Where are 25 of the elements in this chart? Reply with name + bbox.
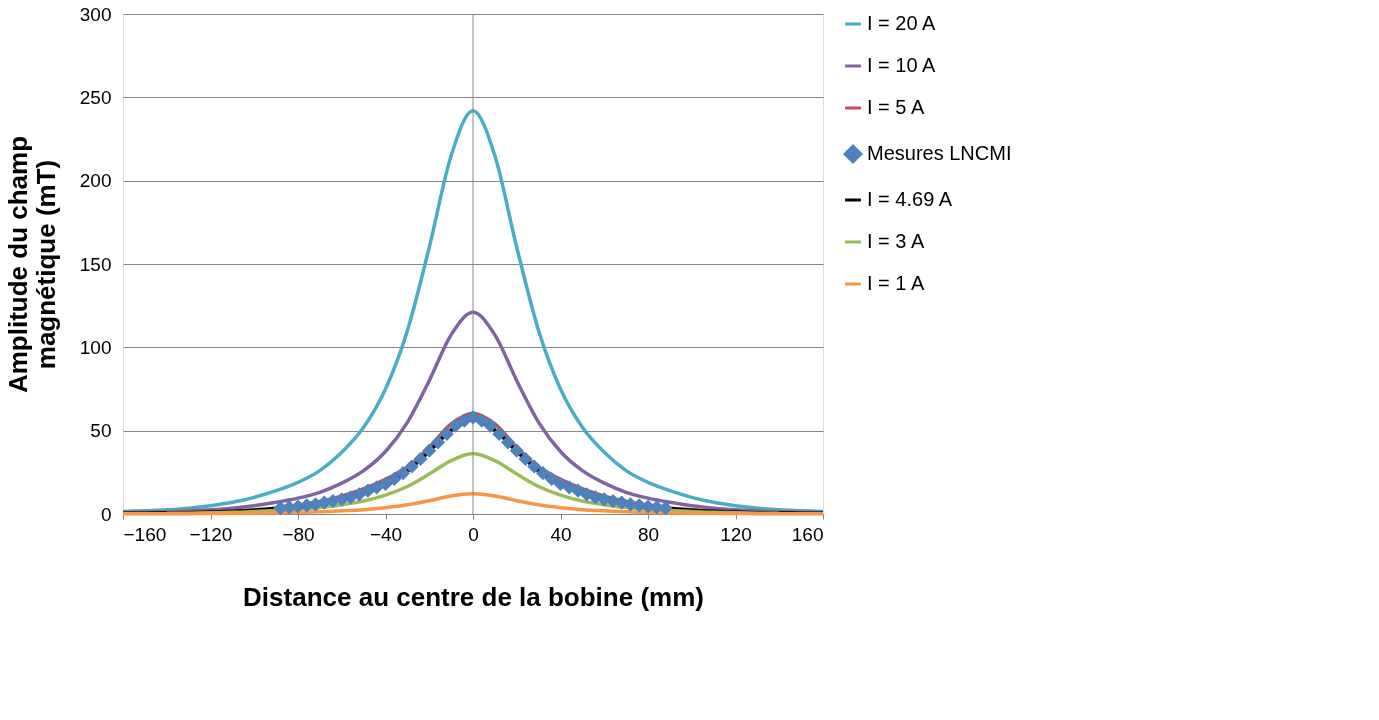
legend-label: I = 4.69 A bbox=[867, 188, 953, 210]
x-tick-label: −80 bbox=[282, 523, 315, 545]
legend-label: I = 3 A bbox=[867, 230, 925, 252]
y-tick-label: 100 bbox=[79, 336, 112, 358]
legend-label: I = 1 A bbox=[867, 272, 925, 294]
y-tick-label: 0 bbox=[100, 503, 112, 525]
x-tick-label: 40 bbox=[550, 523, 572, 545]
x-tick-label: −160 bbox=[123, 523, 167, 545]
x-axis-title: Distance au centre de la bobine (mm) bbox=[243, 581, 704, 612]
legend-label: I = 10 A bbox=[867, 54, 937, 76]
y-tick-label: 50 bbox=[90, 420, 112, 442]
x-tick-label: 0 bbox=[468, 523, 479, 545]
y-axis-title: Amplitude du champ magnétique (mT) bbox=[2, 135, 61, 394]
y-tick-label: 300 bbox=[79, 3, 112, 25]
x-tick-label: −120 bbox=[189, 523, 233, 545]
y-tick-label: 150 bbox=[79, 253, 112, 275]
x-tick-label: 80 bbox=[637, 523, 660, 545]
legend-label: I = 20 A bbox=[867, 12, 937, 34]
legend-label: Mesures LNCMI bbox=[867, 142, 1012, 164]
x-tick-label: 160 bbox=[791, 523, 824, 545]
x-tick-label: −40 bbox=[369, 523, 403, 545]
x-tick-label: 120 bbox=[720, 523, 752, 545]
legend-label: I = 5 A bbox=[867, 96, 925, 118]
y-tick-label: 250 bbox=[79, 86, 112, 108]
y-tick-label: 200 bbox=[79, 170, 112, 192]
